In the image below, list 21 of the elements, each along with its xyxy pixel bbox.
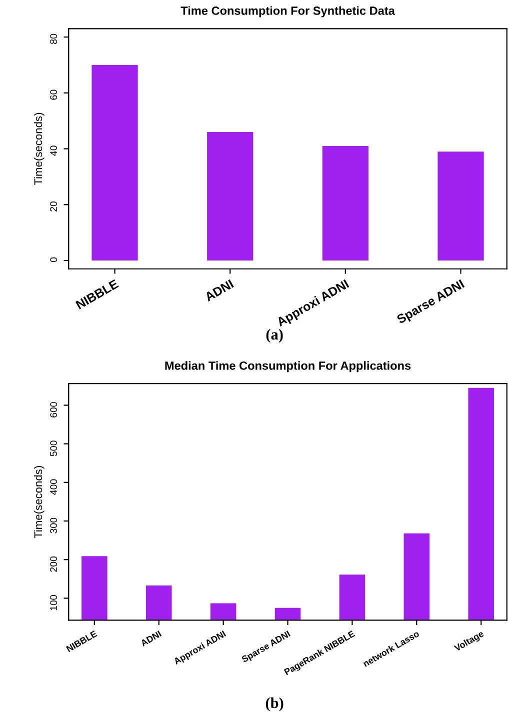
- bar: [92, 64, 138, 260]
- y-tick-label: 200: [50, 556, 57, 572]
- bar: [207, 132, 254, 260]
- chart-title: Median Time Consumption For Applications: [165, 361, 411, 372]
- y-tick-label: 400: [50, 479, 57, 495]
- y-tick-label: 60: [50, 90, 57, 100]
- text: (a): [266, 328, 283, 343]
- text: (b): [266, 697, 284, 712]
- bar: [322, 146, 368, 260]
- y-tick-label: 0: [50, 257, 57, 262]
- y-tick-label: 80: [50, 34, 57, 44]
- y-tick-label: 40: [50, 146, 57, 156]
- y-axis-title: Time(seconds): [34, 466, 44, 538]
- y-axis-title: Time(seconds): [34, 112, 44, 186]
- y-tick-label: 100: [50, 595, 57, 610]
- y-tick-label: 600: [50, 402, 57, 418]
- y-tick-label: 300: [50, 518, 57, 534]
- y-tick-label: 500: [50, 440, 57, 456]
- y-tick-label: 20: [50, 201, 57, 212]
- chart-title: Time Consumption For Synthetic Data: [180, 6, 395, 18]
- bar: [438, 152, 484, 260]
